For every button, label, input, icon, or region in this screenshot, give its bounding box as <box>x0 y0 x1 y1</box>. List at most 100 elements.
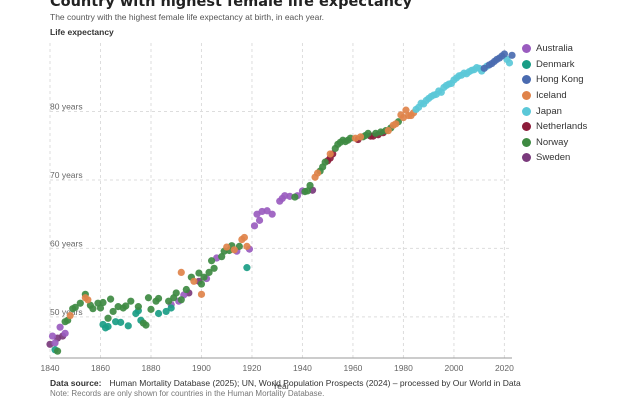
data-point-norway <box>182 285 190 294</box>
data-point-australia <box>255 216 264 224</box>
data-point-norway <box>195 269 203 277</box>
data-point-denmark <box>167 304 175 312</box>
data-point-norway <box>165 297 173 305</box>
x-tick-label: 1960 <box>343 363 362 373</box>
data-point-norway <box>122 302 130 310</box>
data-point-norway <box>106 295 115 303</box>
legend-item-iceland[interactable]: Iceland <box>522 88 587 104</box>
data-point-denmark <box>154 309 163 318</box>
legend-item-australia[interactable]: Australia <box>522 41 587 57</box>
data-point-australia <box>61 329 69 337</box>
legend-swatch <box>522 91 531 101</box>
footer-source: Data source: Human Mortality Database (20… <box>50 378 521 388</box>
data-point-iceland <box>326 150 334 158</box>
x-tick-label: 1940 <box>293 363 312 373</box>
data-point-norway <box>200 273 208 281</box>
legend-swatch <box>522 75 531 85</box>
legend: Australia Denmark Hong Kong Iceland Japan Net… <box>522 41 587 166</box>
x-tick-label: 1980 <box>394 363 413 373</box>
data-point-denmark <box>124 322 132 330</box>
x-tick-label: 1840 <box>41 363 60 373</box>
y-tick-label: 50 years <box>50 307 83 317</box>
x-tick-label: 2020 <box>495 363 514 373</box>
legend-item-norway[interactable]: Norway <box>522 135 587 151</box>
data-point-norway <box>321 158 329 166</box>
data-point-norway <box>89 305 97 313</box>
data-point-norway <box>104 314 112 322</box>
data-point-denmark <box>243 264 251 272</box>
data-point-norway <box>303 187 312 195</box>
x-tick-label: 2000 <box>444 363 463 373</box>
data-point-norway <box>71 303 79 311</box>
data-point-japan <box>505 59 514 67</box>
legend-swatch <box>522 59 531 69</box>
data-point-iceland <box>84 296 92 304</box>
data-point-australia <box>263 207 271 215</box>
data-point-norway <box>306 181 314 190</box>
data-point-norway <box>154 294 163 303</box>
footer-note: Note: Records are only shown for countri… <box>50 389 325 398</box>
legend-item-japan[interactable]: Japan <box>522 103 587 119</box>
data-point-norway <box>99 298 107 307</box>
data-point-norway <box>207 257 216 265</box>
data-point-norway <box>53 347 62 355</box>
y-tick-label: 70 years <box>50 170 83 180</box>
legend-label: Australia <box>536 43 573 55</box>
x-tick-label: 1920 <box>243 363 262 373</box>
data-point-norway <box>205 268 213 277</box>
data-point-norway <box>364 129 372 137</box>
data-point-norway <box>291 193 299 201</box>
data-point-iceland <box>66 311 74 320</box>
data-point-norway <box>109 307 117 316</box>
data-point-norway <box>127 297 135 305</box>
data-point-norway <box>147 305 155 313</box>
data-point-iceland <box>356 133 365 141</box>
data-point-hong-kong <box>480 64 488 72</box>
legend-item-hong-kong[interactable]: Hong Kong <box>522 72 587 88</box>
legend-item-sweden[interactable]: Sweden <box>522 150 587 166</box>
x-tick-label: 1860 <box>91 363 110 373</box>
y-axis-label: Life expectancy <box>50 27 114 37</box>
data-point-norway <box>142 321 150 329</box>
data-point-norway <box>218 253 226 261</box>
x-tick-label: 1880 <box>142 363 161 373</box>
x-axis-label: Year <box>272 381 289 391</box>
data-point-iceland <box>314 169 322 177</box>
chart-title: Country with highest female life expecta… <box>50 0 413 10</box>
data-point-iceland <box>243 242 251 250</box>
data-point-hong-kong <box>500 50 509 58</box>
data-point-iceland <box>402 106 410 114</box>
data-point-norway <box>76 299 84 307</box>
axis-layer: 50 years 60 years 70 years 80 years 1840 1860… <box>41 101 515 391</box>
data-point-australia <box>51 339 59 347</box>
data-point-iceland <box>190 277 198 285</box>
legend-label: Hong Kong <box>536 74 584 86</box>
legend-label: Denmark <box>536 58 575 70</box>
data-point-iceland <box>197 290 206 298</box>
source-text: Human Mortality Database (2025); UN, Wor… <box>109 378 521 388</box>
legend-swatch <box>522 122 531 132</box>
legend-swatch <box>522 106 531 116</box>
points-layer <box>46 50 516 355</box>
legend-item-netherlands[interactable]: Netherlands <box>522 119 587 135</box>
legend-swatch <box>522 44 531 54</box>
data-point-iceland <box>177 268 185 277</box>
data-point-australia <box>250 222 259 230</box>
data-point-iceland <box>392 120 400 128</box>
grid-layer <box>49 43 512 358</box>
data-point-norway <box>172 289 180 297</box>
legend-label: Japan <box>536 105 562 117</box>
data-point-iceland <box>384 127 392 135</box>
data-point-australia <box>48 332 57 340</box>
x-tick-label: 1900 <box>192 363 211 373</box>
legend-swatch <box>522 153 531 163</box>
data-point-norway <box>197 280 206 288</box>
data-point-australia <box>268 210 276 218</box>
legend-label: Sweden <box>536 152 571 164</box>
data-point-norway <box>134 303 142 311</box>
legend-item-denmark[interactable]: Denmark <box>522 57 587 73</box>
legend-label: Iceland <box>536 90 567 102</box>
data-point-iceland <box>223 243 231 251</box>
data-point-iceland <box>240 233 248 242</box>
